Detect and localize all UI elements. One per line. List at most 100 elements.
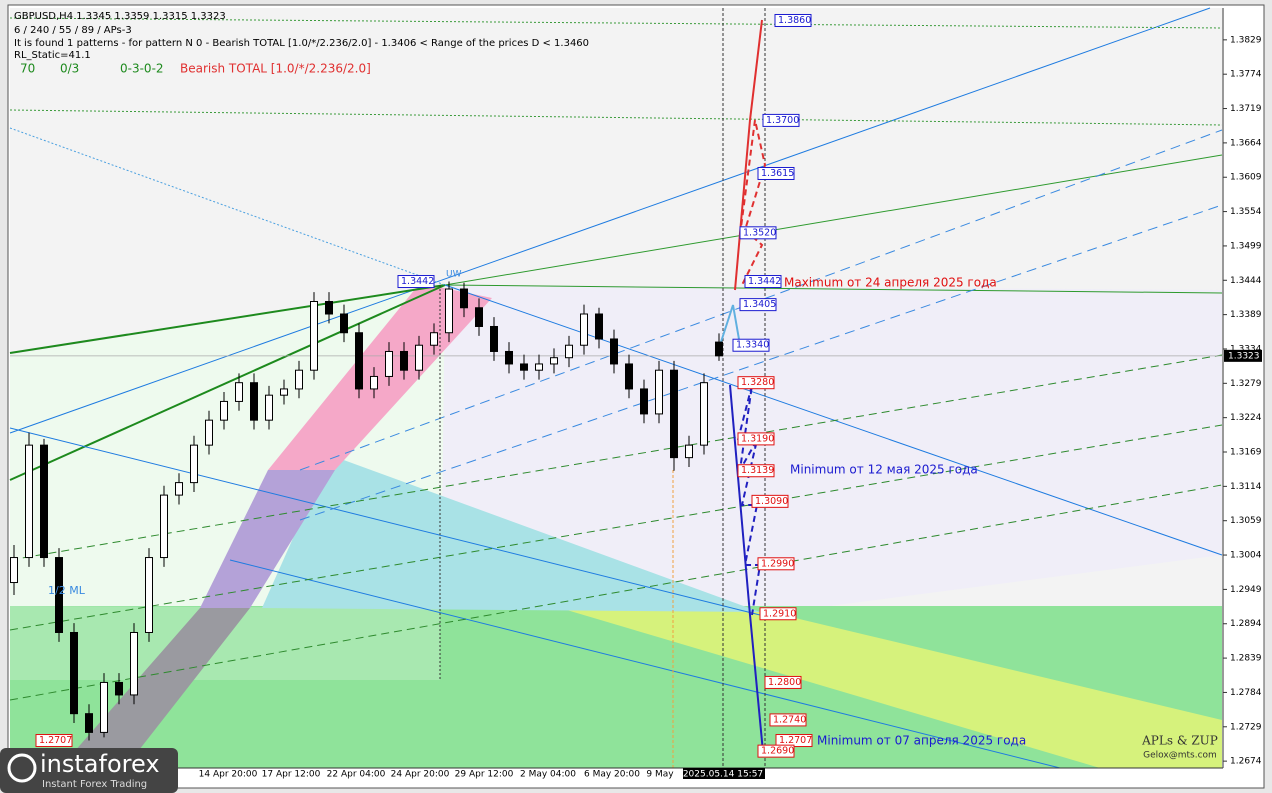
trend-line (9, 7, 1211, 434)
candle-body (655, 369, 663, 415)
channel (200, 470, 335, 608)
candle-body (595, 313, 603, 340)
zones (10, 8, 1222, 768)
trend-line (229, 559, 1061, 769)
level-box (744, 275, 782, 289)
level-label: 1.3615 (761, 168, 794, 179)
level-label: 1.2740 (773, 714, 806, 725)
zone (10, 606, 440, 680)
zone (262, 455, 760, 612)
trend-lines (9, 7, 1223, 769)
logo: instaforex (40, 750, 160, 778)
candle-body (535, 363, 543, 371)
level-box (737, 464, 775, 478)
level-label: 1.3280 (741, 377, 774, 388)
annotation: Minimum от 12 мая 2025 года (790, 463, 978, 477)
trend-line (9, 427, 761, 616)
pattern: Bearish TOTAL [1.0/*/2.236/2.0] (180, 62, 371, 76)
slogan: Instant Forex Trading (42, 779, 147, 790)
email: Gelox@mts.com (1143, 751, 1217, 761)
candle-body (355, 332, 363, 390)
trend-line (9, 284, 446, 354)
level-label: 1.2800 (768, 677, 801, 688)
candle-body (175, 482, 183, 496)
trend-line (299, 129, 1223, 471)
candle-body (385, 350, 393, 377)
y-tick-label: 1.3224 (1230, 413, 1262, 423)
level-box (739, 298, 777, 312)
candle-body (235, 382, 243, 402)
level-label: 1.3190 (741, 433, 774, 444)
candle-body (115, 681, 123, 696)
level-label: 1.2910 (763, 608, 796, 619)
header-line: 6 / 240 / 55 / 89 / APs-3 (14, 25, 132, 36)
level-box (762, 113, 800, 127)
header-line: It is found 1 patterns - for pattern N 0… (14, 38, 589, 49)
level-label: 1.3405 (743, 299, 776, 310)
trend-line (299, 204, 1223, 521)
stat: 0-3-0-2 (120, 62, 164, 76)
level-box (764, 675, 802, 689)
candle-body (160, 494, 168, 559)
y-tick-label: 1.2949 (1230, 585, 1262, 595)
candle-body (415, 344, 423, 371)
candle-body (505, 350, 513, 365)
x-tick-label: 9 May (646, 770, 674, 780)
y-tick-label: 1.3279 (1230, 379, 1262, 389)
candle-body (100, 681, 108, 733)
level-box (739, 226, 777, 240)
candle-body (370, 375, 378, 390)
annotation: UW (446, 270, 462, 280)
candle-body (280, 388, 288, 396)
level-label: 1.2707 (39, 735, 72, 746)
candle-body (85, 713, 93, 733)
y-tick-label: 1.3499 (1230, 241, 1262, 251)
projection (729, 384, 764, 753)
projection (719, 304, 741, 346)
level-box (759, 607, 797, 621)
level-box (751, 494, 789, 508)
candle-body (430, 332, 438, 346)
candle-body (55, 557, 63, 633)
channel (268, 283, 492, 470)
plot: 1.3829 1.3774 1.3719 1.3664 1.3609 1.3554 1.34… (10, 13, 1262, 780)
x-label-box (683, 768, 765, 779)
y-tick-label: 1.3719 (1230, 104, 1262, 114)
trend-line (9, 127, 446, 286)
candle-body (580, 313, 588, 346)
trend-line (9, 424, 1223, 631)
level-box (774, 13, 812, 27)
y-tick-label: 1.3004 (1230, 551, 1262, 561)
level-box (35, 734, 73, 748)
level-label: 1.3442 (748, 276, 781, 287)
candle-body (325, 301, 333, 315)
brand: APLs & ZUP (1141, 734, 1218, 748)
candle-body (400, 350, 408, 371)
price-box (1224, 349, 1262, 362)
y-tick-label: 1.3664 (1230, 138, 1262, 148)
candle-body (220, 400, 228, 421)
y-tick-label: 1.3389 (1230, 310, 1262, 320)
zone (560, 608, 1222, 768)
level-label: 1.3700 (766, 115, 799, 126)
projection (737, 384, 762, 616)
annotation: 1/2 ML (48, 584, 86, 597)
y-tick-label: 1.3114 (1230, 482, 1262, 492)
candle-body (640, 388, 648, 415)
header-line: GBPUSD,H4 1.3345 1.3359 1.3315 1.3323 (14, 11, 226, 22)
annotation: Minimum от 07 апреля 2025 года (817, 734, 1026, 748)
y-tick-label: 1.3334 (1230, 344, 1262, 354)
candle-body (625, 363, 633, 390)
level-box (397, 275, 435, 289)
candle-body (475, 307, 483, 327)
level-label: 1.3520 (743, 227, 776, 238)
x-tick-label: 2 May 04:00 (520, 770, 576, 780)
candle-body (10, 557, 18, 584)
candle-body (610, 338, 618, 365)
level-label: 1.2990 (761, 558, 794, 569)
y-tick-label: 1.3829 (1230, 35, 1262, 45)
candle-body (40, 444, 48, 559)
trend-line (444, 284, 1223, 294)
